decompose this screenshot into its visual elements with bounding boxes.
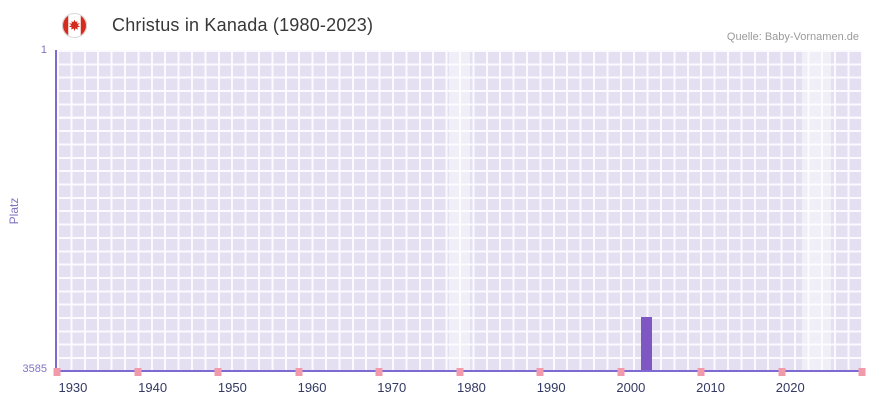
- y-axis-title: Platz: [7, 197, 21, 225]
- x-tick-label-2020: 2020: [775, 380, 805, 395]
- x-tick-label-1980: 1980: [456, 380, 486, 395]
- x-axis-marker: [858, 368, 866, 376]
- x-axis-marker: [456, 368, 463, 376]
- x-axis-marker: [536, 368, 544, 376]
- y-tick-label-worst: 3585: [22, 363, 47, 375]
- source-attribution: Quelle: Baby-Vornamen.de: [726, 31, 859, 43]
- x-axis-tick-labels: 1930 1940 1950 1960 1970 1980 1990 2000 2010 2020: [57, 380, 862, 400]
- plot-highlight-band: [449, 50, 470, 370]
- x-tick-label-1930: 1930: [58, 380, 88, 395]
- x-axis-marker: [617, 368, 624, 376]
- y-tick-label-best: 1: [40, 44, 47, 56]
- x-axis-marker: [778, 368, 785, 376]
- x-axis-marker: [53, 368, 61, 376]
- chart-title: Christus in Kanada (1980-2023): [112, 15, 374, 35]
- x-axis-marker: [375, 368, 383, 376]
- canada-flag-icon: [62, 12, 87, 38]
- x-tick-label-2010: 2010: [696, 380, 726, 395]
- x-axis-marker: [697, 368, 705, 376]
- x-tick-label-1960: 1960: [297, 380, 327, 395]
- x-axis-marker: [214, 368, 222, 376]
- rank-bar-2002[interactable]: [641, 316, 653, 370]
- x-tick-label-1990: 1990: [536, 380, 566, 395]
- plot-area[interactable]: [53, 50, 866, 376]
- x-tick-label-2000: 2000: [616, 380, 646, 395]
- x-tick-label-1950: 1950: [217, 380, 247, 395]
- x-tick-label-1940: 1940: [138, 380, 168, 395]
- plot-highlight-band: [801, 50, 832, 370]
- x-tick-label-1970: 1970: [377, 380, 407, 395]
- x-axis-marker: [295, 368, 302, 376]
- x-axis-marker: [134, 368, 141, 376]
